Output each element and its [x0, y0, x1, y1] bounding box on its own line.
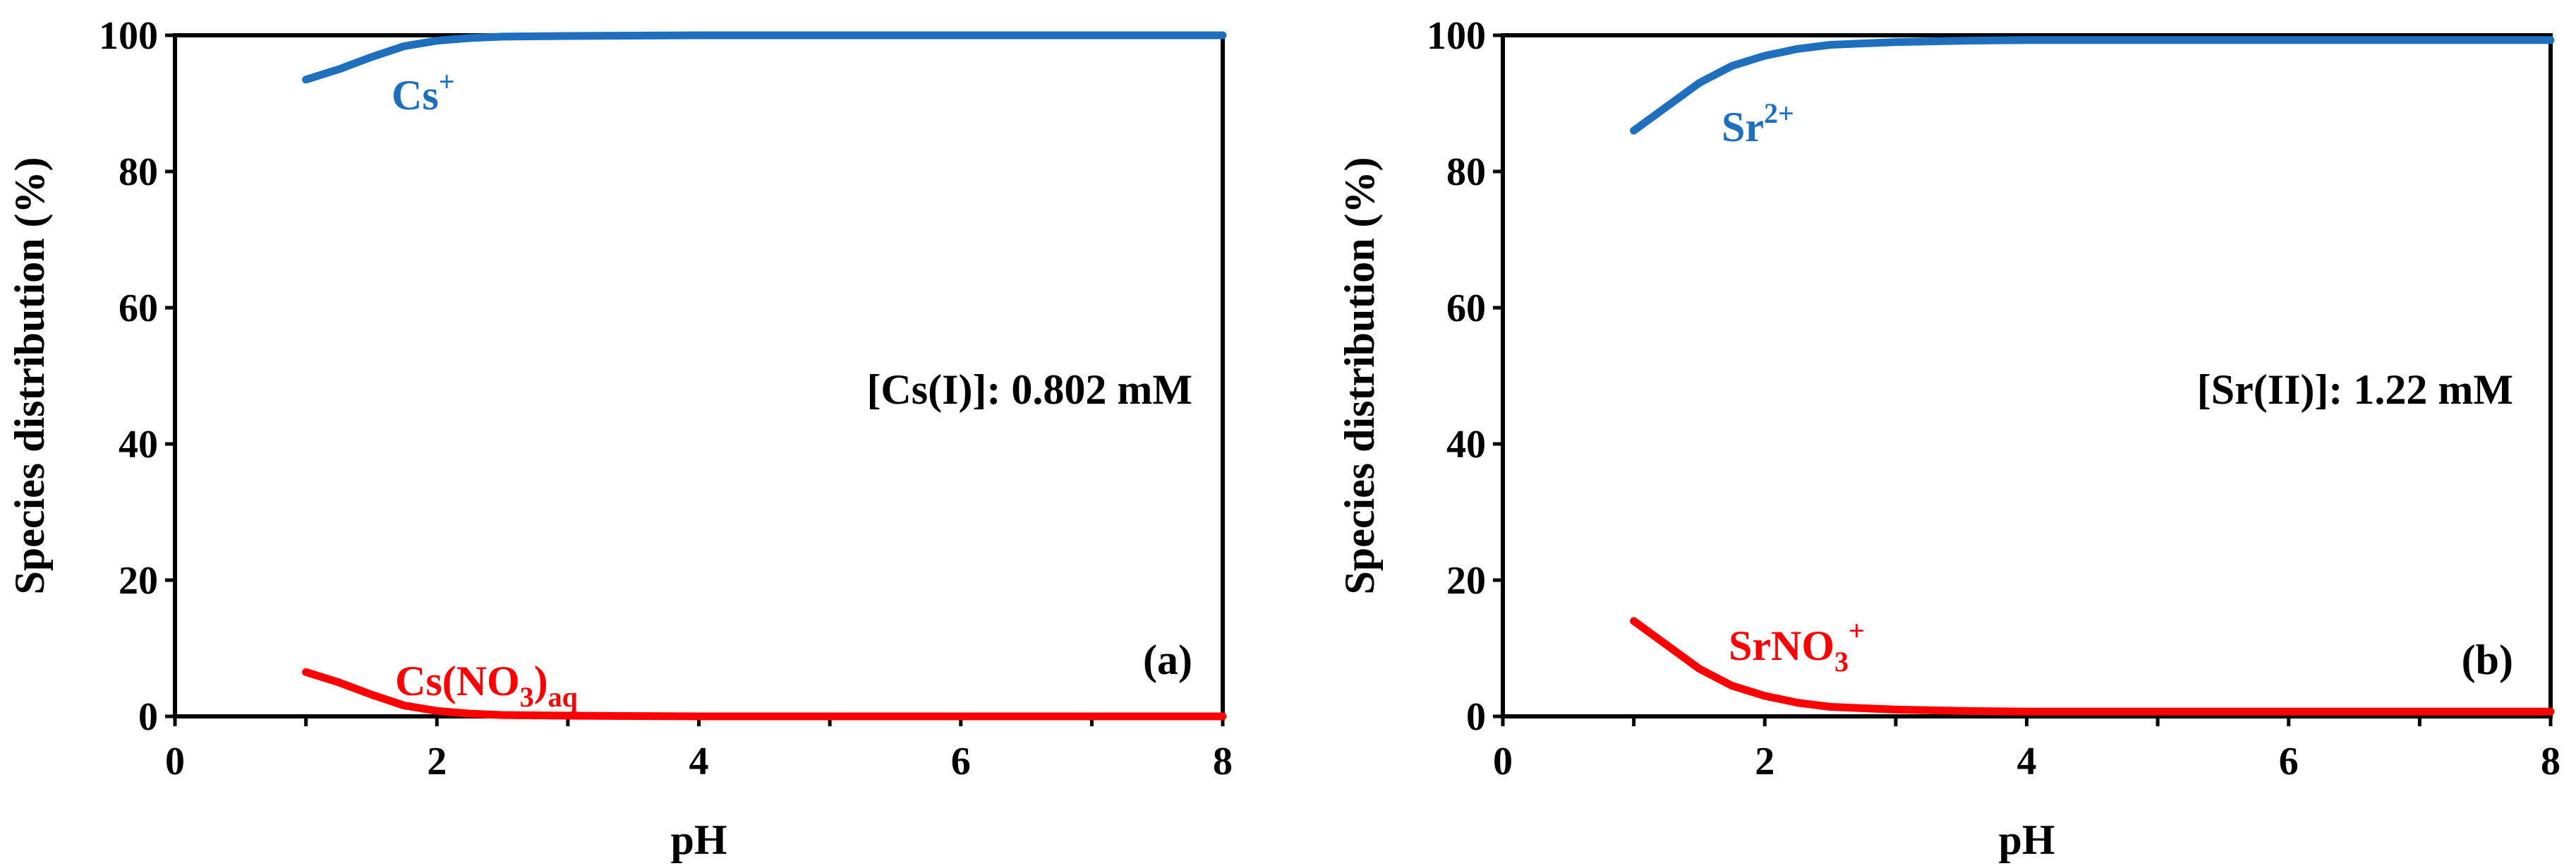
- x-tick-label: 0: [1493, 740, 1513, 783]
- series-label-1: Cs+: [392, 66, 454, 119]
- concentration-annotation: [Cs(I)]: 0.802 mM: [866, 366, 1192, 413]
- y-tick-label: 0: [1466, 695, 1486, 739]
- series-label-2: Cs(NO3)aq: [395, 658, 578, 713]
- y-tick-label: 20: [1446, 559, 1486, 603]
- x-tick-label: 2: [1755, 740, 1774, 783]
- y-tick-label: 60: [1446, 287, 1486, 330]
- x-tick-label: 8: [2541, 740, 2560, 783]
- x-axis-title: pH: [1998, 817, 2055, 863]
- x-tick-label: 2: [427, 740, 447, 783]
- series-line-2: [1630, 617, 2555, 716]
- chart-panel-2: 0 20 40 60 80 100 0 2 4 6 8 pH Species distribution …: [1336, 14, 2560, 863]
- panel-label: (b): [2462, 637, 2513, 683]
- y-tick-label: 40: [119, 423, 158, 467]
- x-tick-label: 0: [165, 740, 185, 783]
- y-tick-label: 60: [119, 287, 158, 330]
- series-line-1: [1630, 36, 2555, 135]
- y-tick-label: 80: [119, 150, 158, 194]
- x-tick-label: 4: [689, 740, 709, 783]
- y-tick-label: 80: [1446, 150, 1486, 194]
- y-axis-title: Species distribution (%): [6, 157, 53, 594]
- series-line-2: [302, 668, 1227, 721]
- x-tick-label: 4: [2017, 740, 2037, 783]
- series-label-2: SrNO3+: [1729, 615, 1865, 678]
- x-tick-label: 8: [1213, 740, 1233, 783]
- x-tick-label: 6: [951, 740, 971, 783]
- x-axis-title: pH: [670, 817, 727, 863]
- y-tick-label: 100: [1427, 14, 1486, 58]
- y-tick-label: 20: [119, 559, 158, 603]
- y-tick-label: 40: [1446, 423, 1486, 467]
- concentration-annotation: [Sr(II)]: 1.22 mM: [2197, 366, 2513, 413]
- y-tick-label: 0: [138, 695, 158, 739]
- panel-label: (a): [1143, 637, 1192, 683]
- x-tick-label: 6: [2279, 740, 2299, 783]
- chart-panel-1: 0 20 40 60 80 100 0 2 4 6 8 pH Species distribution …: [6, 14, 1233, 863]
- series-line-1: [302, 31, 1227, 84]
- y-axis-title: Species distribution (%): [1336, 157, 1383, 594]
- y-tick-label: 100: [99, 14, 158, 58]
- series-label-1: Sr2+: [1722, 97, 1794, 150]
